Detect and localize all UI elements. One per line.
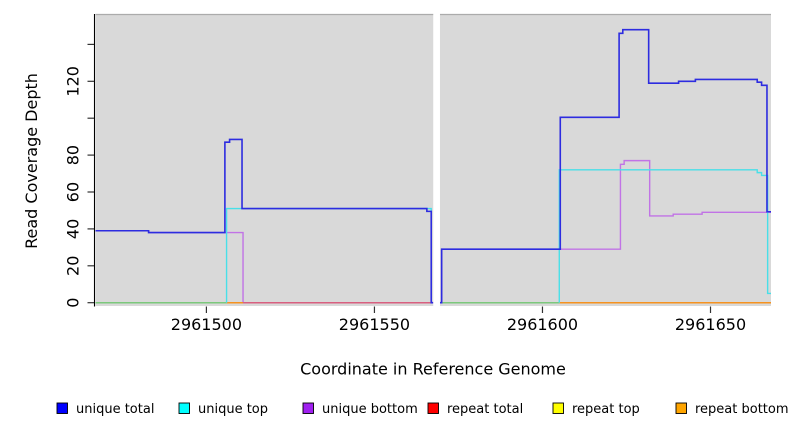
legend-label-unique-bottom: unique bottom (322, 402, 418, 417)
legend-label-unique-top: unique top (198, 402, 268, 417)
x-tick-label-2961600: 2961600 (507, 315, 578, 334)
legend-swatch-unique-total (56, 402, 68, 414)
series-unique-total-line-0 (95, 138, 434, 304)
legend-item-unique-top: unique top (178, 402, 268, 417)
legend-label-unique-total: unique total (76, 402, 154, 417)
legend-item-unique-bottom: unique bottom (302, 402, 418, 417)
x-tick-label-2961500: 2961500 (171, 315, 242, 334)
legend-swatch-unique-bottom (302, 402, 314, 414)
legend-label-repeat-top: repeat top (572, 402, 640, 417)
legend-item-repeat-bottom: repeat bottom (675, 402, 789, 417)
legend-swatch-repeat-top (552, 402, 564, 414)
legend-item-repeat-top: repeat top (552, 402, 640, 417)
y-tick-label-40: 40 (64, 219, 83, 239)
y-tick-label-120: 120 (64, 66, 83, 97)
legend-item-unique-total: unique total (56, 402, 154, 417)
series-unique-total-line-1 (439, 28, 771, 304)
y-tick-label-80: 80 (64, 145, 83, 165)
x-tick-label-2961650: 2961650 (675, 315, 746, 334)
series-unique-top-line-1 (558, 169, 771, 303)
legend-label-repeat-total: repeat total (447, 402, 523, 417)
y-axis-title: Read Coverage Depth (22, 73, 41, 249)
y-tick-label-20: 20 (64, 256, 83, 276)
legend-swatch-unique-top (178, 402, 190, 414)
y-tick-label-0: 0 (64, 298, 83, 308)
y-tick-label-60: 60 (64, 182, 83, 202)
x-axis-title: Coordinate in Reference Genome (300, 360, 566, 379)
legend-item-repeat-total: repeat total (427, 402, 523, 417)
legend-label-repeat-bottom: repeat bottom (695, 402, 789, 417)
legend-swatch-repeat-total (427, 402, 439, 414)
x-tick-label-2961550: 2961550 (339, 315, 410, 334)
no-data-gap (433, 13, 440, 306)
legend-swatch-repeat-bottom (675, 402, 687, 414)
